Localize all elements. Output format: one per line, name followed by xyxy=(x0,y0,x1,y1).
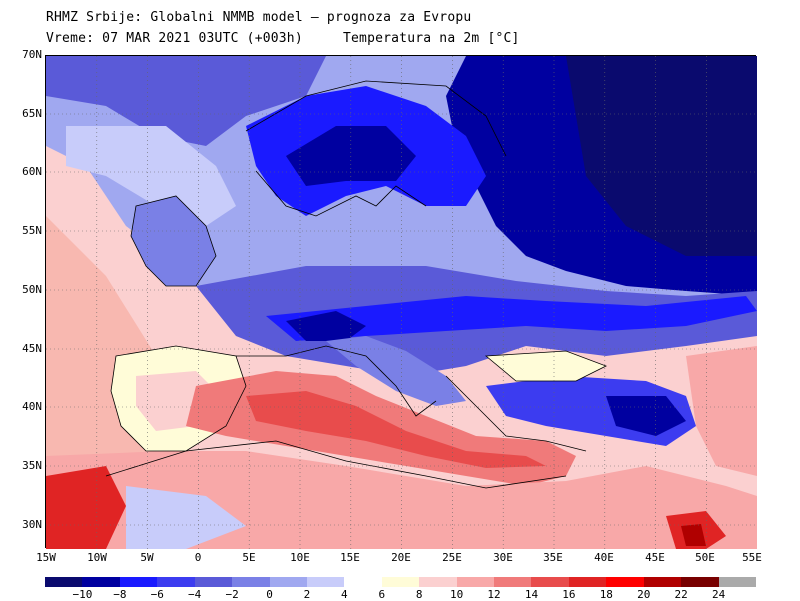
legend-label: 6 xyxy=(378,588,386,601)
legend-swatch xyxy=(306,577,345,587)
map-gridlines xyxy=(46,56,757,549)
legend-label: 12 xyxy=(487,588,501,601)
lon-label-10e: 10E xyxy=(290,551,310,564)
caucasus-zone xyxy=(606,396,686,436)
legend-swatch xyxy=(456,577,495,587)
legend-label: 8 xyxy=(415,588,423,601)
lon-label-10w: 10W xyxy=(87,551,107,564)
legend-swatch xyxy=(157,577,196,587)
legend-swatch xyxy=(643,577,682,587)
legend-swatch xyxy=(531,577,570,587)
map-title: RHMZ Srbije: Globalni NMMB model — progn… xyxy=(46,10,472,25)
coastlines xyxy=(105,80,607,489)
lat-label-50n: 50N xyxy=(22,283,42,296)
legend-label: −4 xyxy=(188,588,202,601)
lon-label-45e: 45E xyxy=(645,551,665,564)
lon-label-25e: 25E xyxy=(442,551,462,564)
balkans-zone xyxy=(326,336,466,406)
legend-swatch xyxy=(269,577,308,587)
lon-label-30e: 30E xyxy=(493,551,513,564)
lon-label-55e: 55E xyxy=(742,551,762,564)
middle-east-zone xyxy=(686,346,757,476)
legend-swatch xyxy=(381,577,420,587)
legend-swatch xyxy=(419,577,458,587)
map-canvas xyxy=(46,56,757,549)
legend-label: 24 xyxy=(711,588,726,601)
legend-swatch xyxy=(45,577,83,587)
legend-swatch xyxy=(232,577,270,587)
legend-label: 2 xyxy=(303,588,311,601)
legend-swatch xyxy=(606,577,645,587)
legend-swatch xyxy=(718,577,757,587)
legend-swatch xyxy=(344,577,383,587)
lat-label-35n: 35N xyxy=(22,459,42,472)
legend-swatch xyxy=(681,577,720,587)
lat-label-45n: 45N xyxy=(22,342,42,355)
color-scale-legend xyxy=(45,577,757,587)
legend-label: −2 xyxy=(225,588,239,601)
lat-label-60n: 60N xyxy=(22,165,42,178)
lat-label-30n: 30N xyxy=(22,518,42,531)
lat-label-70n: 70N xyxy=(22,48,42,61)
lon-label-5e: 5E xyxy=(242,551,256,564)
alps-cold-zone xyxy=(286,311,366,341)
west-sahara-zone xyxy=(46,466,126,549)
legend-label: 18 xyxy=(599,588,613,601)
arabia-hot-spot xyxy=(681,524,706,546)
legend-label: −6 xyxy=(150,588,164,601)
legend-label: 16 xyxy=(562,588,576,601)
cold-band xyxy=(266,296,757,341)
temperature-map xyxy=(45,55,757,549)
arctic-sea-zone xyxy=(46,56,326,146)
norwegian-sea-zone xyxy=(66,126,236,226)
legend-label: 20 xyxy=(637,588,651,601)
legend-swatch xyxy=(494,577,532,587)
lat-label-55n: 55N xyxy=(22,224,42,237)
lon-label-0: 0 xyxy=(194,551,202,564)
lon-label-15w: 15W xyxy=(36,551,56,564)
legend-swatch xyxy=(119,577,158,587)
lat-label-65n: 65N xyxy=(22,107,42,120)
lon-label-50e: 50E xyxy=(695,551,715,564)
legend-label: 14 xyxy=(524,588,539,601)
lat-label-40n: 40N xyxy=(22,400,42,413)
lon-label-20e: 20E xyxy=(391,551,411,564)
mediterranean-warm-core xyxy=(246,391,546,468)
legend-label: 22 xyxy=(674,588,688,601)
black-sea-zone xyxy=(486,351,606,381)
lon-label-5w: 5W xyxy=(140,551,154,564)
lon-label-15e: 15E xyxy=(340,551,360,564)
legend-label: 0 xyxy=(266,588,273,601)
lon-label-35e: 35E xyxy=(543,551,563,564)
legend-label: −10 xyxy=(72,588,93,601)
atlas-zone xyxy=(126,486,246,549)
legend-label: 10 xyxy=(450,588,464,601)
british-isles-zone xyxy=(131,196,216,286)
lon-label-40e: 40E xyxy=(594,551,614,564)
legend-label: 4 xyxy=(341,588,348,601)
legend-label: −8 xyxy=(113,588,127,601)
map-subtitle: Vreme: 07 MAR 2021 03UTC (+003h) Tempera… xyxy=(46,31,520,46)
russia-deep-cold-zone xyxy=(566,56,757,256)
legend-swatch xyxy=(82,577,121,587)
legend-swatch xyxy=(568,577,607,587)
legend-swatch xyxy=(194,577,233,587)
